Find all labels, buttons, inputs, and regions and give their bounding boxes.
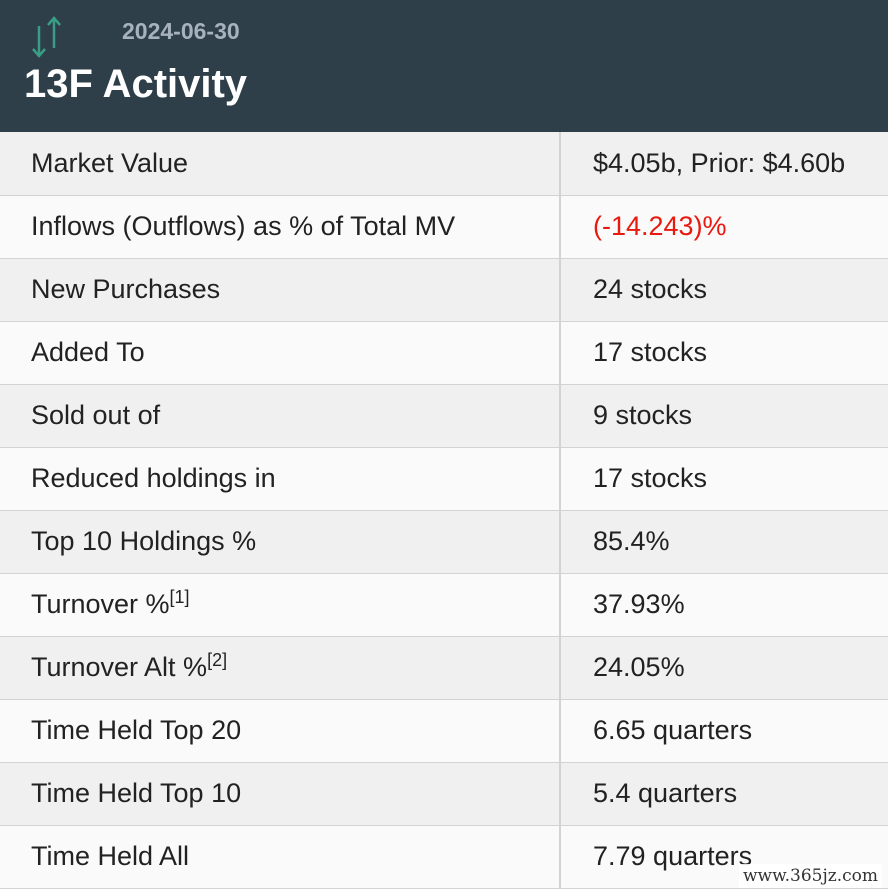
table-row: Inflows (Outflows) as % of Total MV (-14…	[0, 195, 888, 259]
report-date: 2024-06-30	[122, 18, 240, 44]
row-label: Reduced holdings in	[0, 447, 561, 511]
row-label: Market Value	[0, 132, 561, 196]
table-row: Time Held Top 10 5.4 quarters	[0, 762, 888, 826]
row-label: Top 10 Holdings %	[0, 510, 561, 574]
row-value: 17 stocks	[560, 447, 888, 511]
table-row: Turnover Alt %[2] 24.05%	[0, 636, 888, 700]
table-row: Added To 17 stocks	[0, 321, 888, 385]
table-row: Time Held All 7.79 quarters	[0, 825, 888, 889]
row-label: Inflows (Outflows) as % of Total MV	[0, 195, 561, 259]
row-value: 37.93%	[560, 573, 888, 637]
activity-table: Market Value $4.05b, Prior: $4.60b Inflo…	[0, 132, 888, 889]
row-label-cell: Turnover %[1]	[0, 573, 561, 637]
table-row: Sold out of 9 stocks	[0, 384, 888, 448]
row-label: Sold out of	[0, 384, 561, 448]
table-row: Time Held Top 20 6.65 quarters	[0, 699, 888, 763]
row-value: 24.05%	[560, 636, 888, 700]
row-value: (-14.243)%	[560, 195, 888, 259]
header: 2024-06-30 13F Activity	[0, 0, 888, 132]
row-label-cell: Turnover Alt %[2]	[0, 636, 561, 700]
row-label: Time Held Top 20	[0, 699, 561, 763]
row-value: 9 stocks	[560, 384, 888, 448]
row-label: Time Held Top 10	[0, 762, 561, 826]
row-label: Turnover Alt %	[31, 652, 208, 682]
footnote-link-2[interactable]: [2]	[207, 650, 228, 670]
watermark: www.365jz.com	[739, 864, 882, 888]
table-row: Reduced holdings in 17 stocks	[0, 447, 888, 511]
page-title: 13F Activity	[24, 62, 248, 106]
table-row: New Purchases 24 stocks	[0, 258, 888, 322]
row-label: New Purchases	[0, 258, 561, 322]
row-value: 5.4 quarters	[560, 762, 888, 826]
row-value: $4.05b, Prior: $4.60b	[560, 132, 888, 196]
row-label: Turnover %	[31, 589, 170, 619]
row-value: 85.4%	[560, 510, 888, 574]
table-row: Turnover %[1] 37.93%	[0, 573, 888, 637]
table-row: Top 10 Holdings % 85.4%	[0, 510, 888, 574]
row-value: 17 stocks	[560, 321, 888, 385]
table-row: Market Value $4.05b, Prior: $4.60b	[0, 132, 888, 196]
footnote-link-1[interactable]: [1]	[169, 587, 190, 607]
row-label: Time Held All	[0, 825, 561, 889]
row-value: 7.79 quarters	[560, 825, 888, 889]
row-value: 24 stocks	[560, 258, 888, 322]
up-down-arrows-icon	[32, 16, 61, 58]
row-value: 6.65 quarters	[560, 699, 888, 763]
row-label: Added To	[0, 321, 561, 385]
